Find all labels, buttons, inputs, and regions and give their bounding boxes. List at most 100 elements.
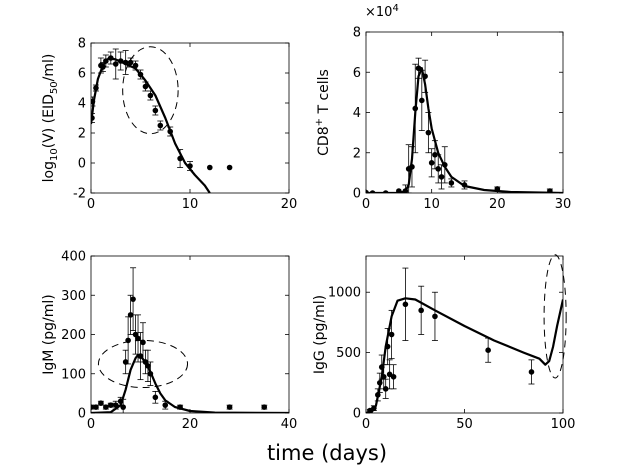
data-point [207, 164, 213, 171]
data-point [127, 59, 134, 66]
data-point [122, 359, 129, 365]
data-point [117, 398, 124, 405]
y-axis-label: IgM (pg/ml) [41, 294, 57, 375]
data-point [112, 402, 119, 408]
data-point [422, 73, 428, 80]
data-point [152, 107, 159, 114]
data-point [145, 363, 151, 369]
data-point [375, 392, 381, 398]
highlight-ellipse [97, 339, 189, 388]
x-tick-label: 20 [281, 197, 298, 212]
data-point [376, 380, 383, 386]
data-point [528, 369, 535, 375]
x-tick-label: 40 [281, 417, 298, 432]
data-point [226, 164, 233, 171]
x-tick-label: 0 [362, 197, 370, 212]
data-point [147, 92, 154, 99]
x-axis-label: time (days) [267, 441, 387, 465]
data-point [432, 313, 438, 320]
x-tick-label: 30 [555, 197, 572, 212]
data-point [103, 404, 109, 410]
data-point [177, 404, 183, 410]
axes-box [365, 31, 564, 194]
data-point [402, 188, 409, 193]
data-point [485, 347, 491, 354]
x-tick-label: 0 [362, 417, 370, 432]
data-point [442, 162, 448, 168]
axes-box [90, 255, 290, 414]
y-tick-label: 500 [336, 346, 361, 361]
data-point [402, 301, 409, 308]
y-tick-label: 200 [61, 328, 86, 343]
y-tick-label: 2 [78, 127, 86, 142]
data-point [162, 402, 169, 408]
y-tick-label: 100 [61, 367, 86, 382]
data-point [448, 180, 455, 186]
x-tick-label: 100 [551, 417, 576, 432]
y-tick-label: 8 [78, 37, 86, 52]
y-tick-label: 400 [61, 250, 86, 265]
y-tick-label: 2 [353, 146, 361, 161]
data-point [93, 85, 99, 91]
data-point [366, 189, 369, 193]
y-tick-label: 6 [78, 67, 86, 82]
y-tick-label: 8 [353, 26, 361, 41]
plot-area [91, 267, 289, 413]
data-point [425, 129, 432, 136]
data-point [137, 353, 144, 359]
data-point [103, 58, 109, 64]
x-tick-label: 0 [87, 197, 95, 212]
x-tick-label: 10 [182, 197, 199, 212]
data-point [142, 83, 149, 90]
data-point [152, 394, 159, 401]
x-tick-label: 0 [87, 417, 95, 432]
y-tick-label: 0 [78, 157, 86, 172]
data-point [390, 373, 397, 380]
model-curve [366, 297, 563, 413]
data-point [547, 188, 553, 193]
data-point [137, 71, 144, 78]
y-tick-label: 6 [353, 66, 361, 81]
scale-factor-label: ×104 [365, 3, 399, 20]
data-point [371, 405, 377, 411]
data-point [91, 404, 94, 410]
y-tick-label: 4 [353, 106, 361, 121]
data-point [494, 186, 501, 192]
data-point [177, 155, 183, 162]
data-point [140, 339, 146, 346]
panel-cd8: 0 10 20 30 0 2 4 6 8 CD8+ T cells ×104 [314, 3, 571, 212]
y-tick-label: 0 [353, 187, 361, 202]
highlight-ellipse [543, 254, 567, 379]
data-point [135, 335, 141, 342]
y-tick-label: 0 [353, 407, 361, 422]
data-point [432, 151, 438, 158]
data-point [415, 65, 422, 72]
data-point [157, 122, 164, 129]
y-tick-label: -2 [73, 187, 86, 202]
data-point [127, 312, 134, 318]
axes-box [365, 255, 564, 414]
data-point [167, 128, 173, 135]
data-point [388, 331, 395, 338]
data-point [122, 59, 129, 66]
x-tick-label: 20 [489, 197, 506, 212]
data-point [438, 174, 445, 180]
data-point [412, 105, 419, 112]
data-point [187, 163, 193, 169]
y-tick-label: 1000 [328, 286, 361, 301]
data-point [384, 343, 391, 350]
data-point [461, 182, 468, 188]
data-point [108, 402, 114, 408]
data-point [112, 61, 119, 67]
data-point [435, 166, 442, 172]
data-point [98, 400, 104, 406]
plot-area [366, 57, 563, 193]
data-point [132, 62, 139, 69]
highlight-ellipse [122, 46, 179, 135]
y-axis-label: IgG (pg/ml) [312, 295, 328, 374]
data-point [93, 404, 99, 410]
data-point [418, 307, 424, 314]
